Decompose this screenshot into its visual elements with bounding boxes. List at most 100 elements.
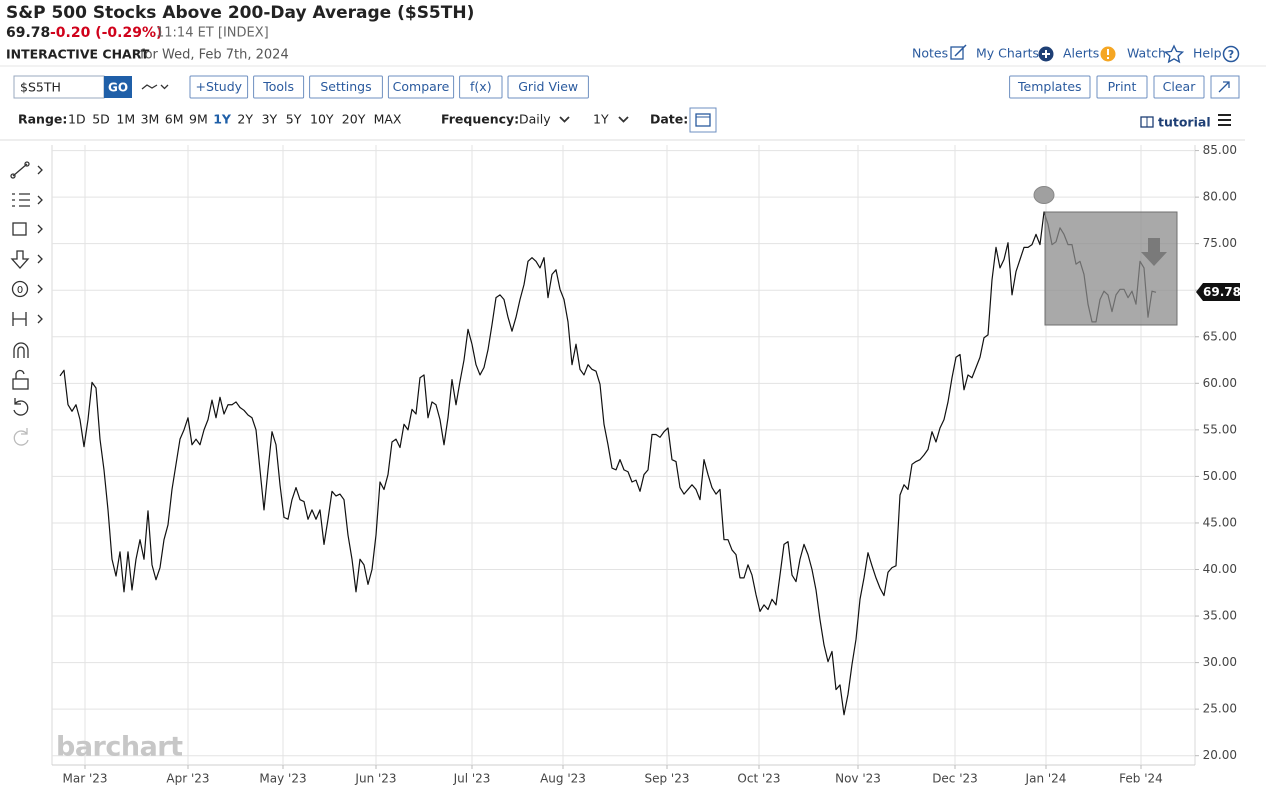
- help-icon: ?: [1222, 45, 1240, 63]
- toolbar-button-label: Print: [1108, 79, 1137, 94]
- tool-shape[interactable]: [12, 222, 43, 236]
- go-button[interactable]: [104, 76, 132, 98]
- last-price: 69.78: [1203, 285, 1241, 299]
- tool-redo[interactable]: [13, 428, 29, 446]
- range-options: 1D 5D 1M 3M 6M 9M 1Y 2Y 3Y 5Y 10Y 20Y MAX: [68, 112, 402, 127]
- toolbar-button[interactable]: [1096, 75, 1148, 99]
- period-value[interactable]: 1Y: [593, 112, 609, 127]
- toolbar-button[interactable]: [309, 75, 383, 99]
- x-tick-label: Aug '23: [540, 772, 586, 786]
- chart-type-icon[interactable]: [141, 84, 158, 90]
- toolbar-button[interactable]: [189, 75, 249, 99]
- nav-link[interactable]: Watch: [1127, 46, 1166, 61]
- go-label: GO: [108, 81, 128, 95]
- y-tick-label: 40.00: [1203, 562, 1237, 576]
- x-tick-label: May '23: [259, 772, 306, 786]
- drawn-arrow[interactable]: [1141, 238, 1167, 266]
- x-tick-label: Apr '23: [166, 772, 209, 786]
- alert-icon: [1100, 46, 1116, 62]
- drawing-tools: 0: [10, 161, 43, 446]
- tool-undo[interactable]: [13, 398, 29, 416]
- y-tick-label: 60.00: [1203, 376, 1237, 390]
- drawn-rectangle[interactable]: [1044, 211, 1178, 326]
- tutorial-icon: [1140, 116, 1154, 128]
- chevron: [618, 116, 629, 123]
- range-option[interactable]: 20Y: [342, 112, 366, 127]
- toolbar-button-label: Clear: [1163, 79, 1197, 94]
- drawn-circle[interactable]: [1033, 186, 1055, 204]
- chart-date: for Wed, Feb 7th, 2024: [140, 48, 289, 63]
- plot: [59, 211, 1157, 716]
- tool-magnet[interactable]: [13, 342, 29, 358]
- range-option[interactable]: MAX: [374, 112, 402, 127]
- watch-icon: [1163, 44, 1185, 64]
- range-option[interactable]: 3M: [141, 112, 160, 127]
- add-icon: [1038, 46, 1054, 62]
- nav-link[interactable]: Notes: [912, 46, 948, 61]
- menu-icon[interactable]: [1218, 114, 1231, 126]
- chevron: [559, 116, 570, 123]
- tool-fib[interactable]: [12, 193, 43, 207]
- grid: [52, 145, 1195, 765]
- x-tick-label: Jan '24: [1025, 772, 1067, 786]
- toolbar-button-label: +Study: [196, 79, 243, 94]
- range-option[interactable]: 10Y: [310, 112, 334, 127]
- y-tick-label: 55.00: [1203, 422, 1237, 436]
- range-option[interactable]: 9M: [189, 112, 208, 127]
- x-tick-label: Sep '23: [645, 772, 690, 786]
- quote-time: 11:14 ET [INDEX]: [156, 26, 269, 41]
- frequency-value[interactable]: Daily: [519, 112, 551, 127]
- range-option[interactable]: 5D: [92, 112, 110, 127]
- range-option[interactable]: 5Y: [286, 112, 302, 127]
- watermark: barchart: [56, 732, 183, 763]
- toolbar-button-label: f(x): [470, 79, 492, 94]
- expand-button[interactable]: [1210, 75, 1240, 99]
- toolbar-button[interactable]: [459, 75, 503, 99]
- symbol-text: $S5TH: [20, 80, 61, 95]
- y-tick-label: 75.00: [1203, 236, 1237, 250]
- range-option[interactable]: 1M: [116, 112, 135, 127]
- tool-text[interactable]: 0: [11, 280, 43, 298]
- tool-lock[interactable]: [12, 369, 29, 390]
- nav-link[interactable]: Help: [1193, 46, 1222, 61]
- x-tick-label: Nov '23: [835, 772, 881, 786]
- range-option[interactable]: 6M: [165, 112, 184, 127]
- calendar-button[interactable]: [689, 107, 717, 133]
- range-label: Range:: [18, 112, 67, 127]
- toolbar-left: +Study Tools Settings Compare f(x) Grid View: [189, 75, 589, 99]
- axes: 20.00 25.00 30.00 35.00 40.00 45.00 50.00 55.00…: [62, 143, 1237, 785]
- x-tick-label: Jun '23: [354, 772, 396, 786]
- toolbar-button[interactable]: [507, 75, 589, 99]
- range-option[interactable]: 3Y: [262, 112, 278, 127]
- chart-label: INTERACTIVE CHART: [6, 47, 150, 62]
- toolbar-button[interactable]: [1009, 75, 1091, 99]
- tool-arrow[interactable]: [10, 250, 43, 269]
- range-option[interactable]: 1D: [68, 112, 86, 127]
- y-tick-label: 30.00: [1203, 655, 1237, 669]
- x-tick-label: Oct '23: [737, 772, 780, 786]
- toolbar-button[interactable]: [387, 75, 455, 99]
- range-option[interactable]: 2Y: [237, 112, 253, 127]
- tutorial-link[interactable]: tutorial: [1158, 115, 1211, 130]
- date-label: Date:: [650, 112, 688, 127]
- svg-text:?: ?: [1228, 48, 1234, 61]
- price: 69.78: [6, 25, 50, 41]
- frequency-label: Frequency:: [441, 112, 519, 127]
- toolbar-button-label: Settings: [320, 79, 371, 94]
- x-tick-label: Dec '23: [932, 772, 978, 786]
- nav-link[interactable]: My Charts: [976, 46, 1039, 61]
- range-option[interactable]: 1Y: [213, 112, 232, 127]
- toolbar-button[interactable]: [253, 75, 305, 99]
- y-tick-label: 35.00: [1203, 609, 1237, 623]
- tool-line[interactable]: [10, 161, 43, 179]
- toolbar-button-label: Compare: [393, 79, 450, 94]
- expand-icon: [1218, 81, 1230, 93]
- toolbar-button-label: Grid View: [518, 79, 578, 94]
- svg-text:0: 0: [17, 285, 23, 296]
- toolbar-button[interactable]: [1153, 75, 1205, 99]
- page-title: S&P 500 Stocks Above 200-Day Average ($S…: [6, 3, 474, 23]
- tool-measure[interactable]: [12, 312, 43, 326]
- y-tick-label: 25.00: [1203, 702, 1237, 716]
- nav-link[interactable]: Alerts: [1063, 46, 1099, 61]
